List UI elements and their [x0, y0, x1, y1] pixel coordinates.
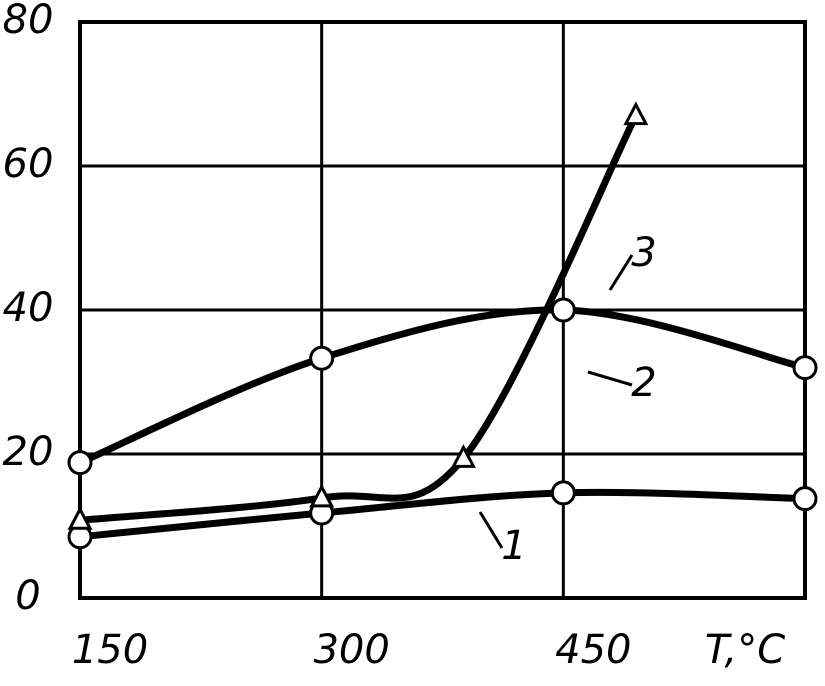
series-label: 1 — [501, 523, 526, 569]
x-tick-label: 300 — [313, 627, 389, 673]
y-tick-label: 60 — [3, 141, 54, 187]
marker — [67, 450, 93, 476]
plot-frame — [78, 20, 807, 600]
label-leader — [478, 511, 504, 549]
y-tick-label: 20 — [3, 429, 54, 475]
line — [79, 488, 806, 541]
x-tick-label: 150 — [72, 627, 148, 673]
x-axis-label: T,°C — [705, 627, 785, 673]
x-tick-label: 450 — [555, 627, 631, 673]
label-leader — [587, 370, 633, 387]
marker — [309, 483, 335, 508]
line — [79, 114, 639, 524]
y-tick-label: 80 — [3, 0, 54, 43]
series-label: 2 — [631, 360, 656, 406]
series-label: 3 — [631, 230, 656, 276]
marker — [792, 486, 818, 512]
label-leader — [608, 254, 634, 291]
y-tick-label: 40 — [3, 285, 54, 331]
line — [78, 306, 806, 466]
y-tick-label: 0 — [15, 573, 40, 619]
marker — [623, 101, 649, 126]
marker — [792, 355, 818, 381]
marker — [450, 444, 476, 468]
marker — [67, 506, 93, 530]
marker — [550, 297, 576, 323]
marker — [550, 480, 576, 506]
marker — [309, 345, 335, 371]
